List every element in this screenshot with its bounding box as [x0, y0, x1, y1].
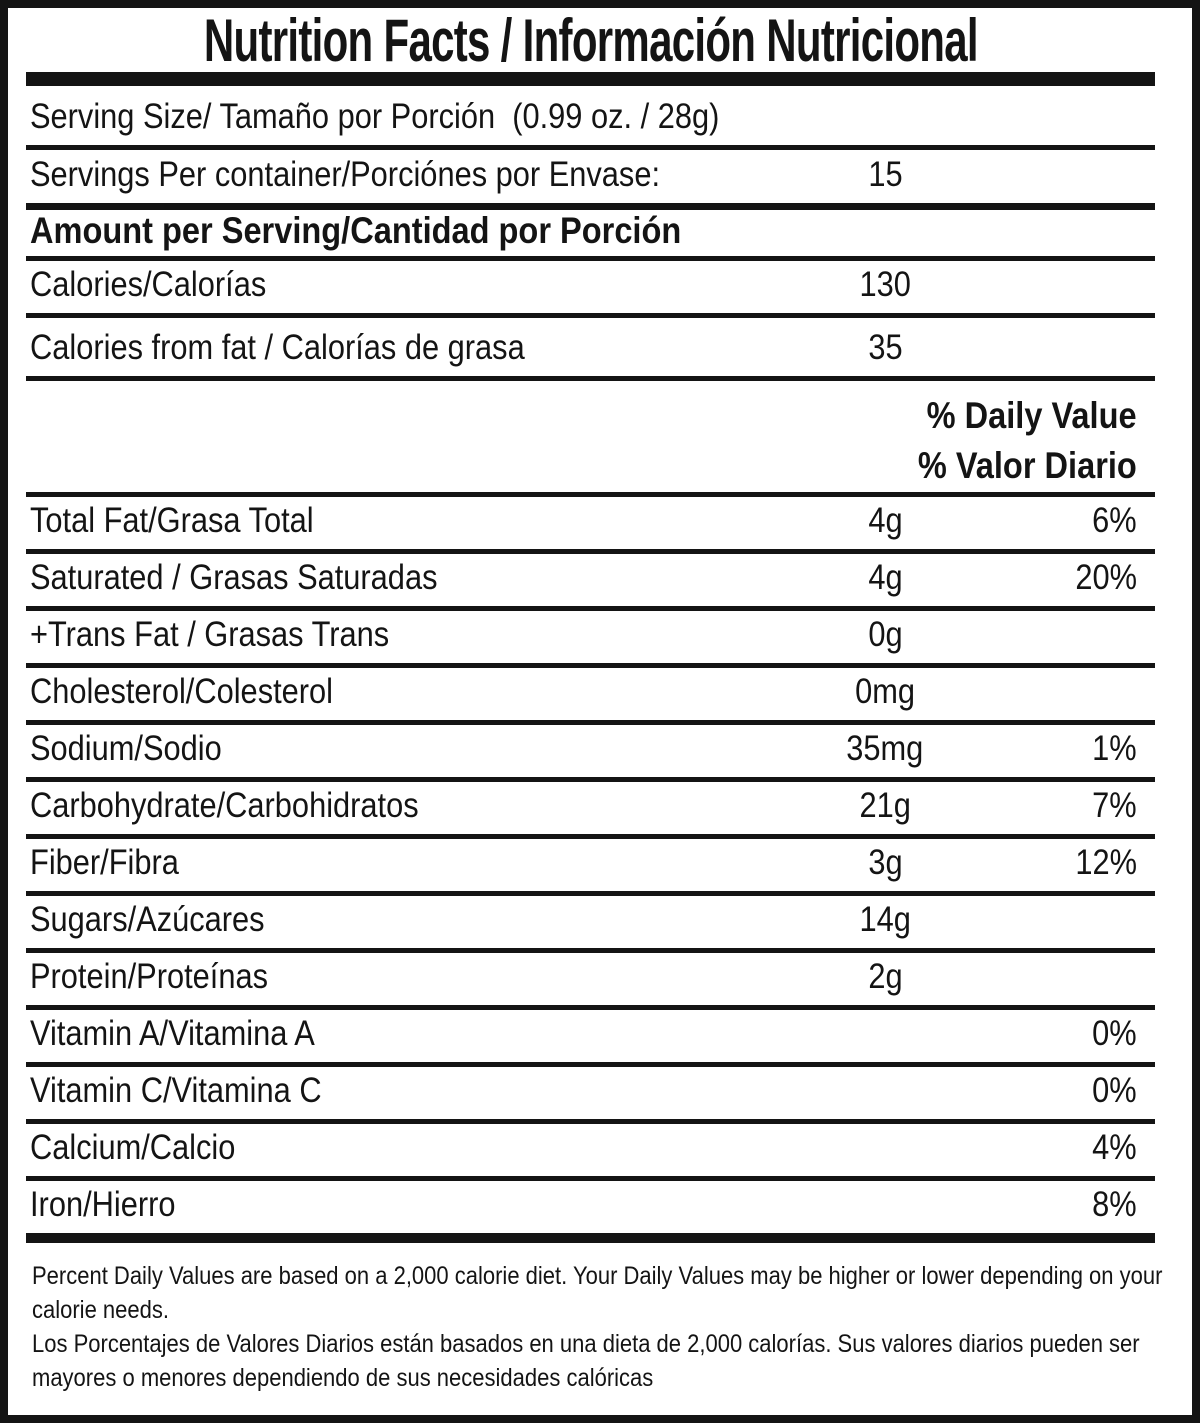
row-serving-size: Serving Size/ Tamaño por Porción (0.99 o…	[26, 86, 1155, 150]
row-total-fat: Total Fat/Grasa Total 4g 6%	[26, 497, 1155, 554]
nutrient-amount: 3g	[867, 843, 903, 882]
row-section-heading: Amount per Serving/Cantidad por Porción	[26, 210, 1155, 261]
row-trans-fat: +Trans Fat / Grasas Trans 0g	[26, 611, 1155, 668]
calories-amount: 130	[859, 265, 911, 304]
nutrient-percent: 1%	[1092, 729, 1137, 768]
row-carbohydrate: Carbohydrate/Carbohidratos 21g 7%	[26, 782, 1155, 839]
nutrient-amount: 4g	[867, 558, 903, 597]
row-fiber: Fiber/Fibra 3g 12%	[26, 839, 1155, 896]
nutrient-label: Vitamin C/Vitamina C	[30, 1071, 322, 1110]
nutrient-percent: 7%	[1092, 786, 1137, 825]
row-iron: Iron/Hierro 8%	[26, 1181, 1155, 1243]
nutrient-percent: 6%	[1092, 501, 1137, 540]
nutrient-percent: 12%	[1075, 843, 1137, 882]
nutrient-amount: 0g	[867, 615, 903, 654]
nutrient-label: Vitamin A/Vitamina A	[30, 1014, 315, 1053]
row-cholesterol: Cholesterol/Colesterol 0mg	[26, 668, 1155, 725]
nutrient-label: Cholesterol/Colesterol	[30, 672, 334, 711]
row-servings-per-container: Servings Per container/Porciónes por Env…	[26, 150, 1155, 210]
nutrient-percent: 4%	[1092, 1128, 1137, 1167]
title-row: Nutrition Facts / Información Nutriciona…	[26, 7, 1155, 74]
footnotes: Percent Daily Values are based on a 2,00…	[32, 1259, 1176, 1395]
calories-from-fat-label: Calories from fat / Calorías de grasa	[30, 328, 525, 367]
row-calories: Calories/Calorías 130	[26, 261, 1155, 318]
calories-label: Calories/Calorías	[30, 265, 267, 304]
servings-label: Servings Per container/Porciónes por Env…	[30, 155, 661, 194]
nutrient-label: +Trans Fat / Grasas Trans	[30, 615, 390, 654]
nutrient-percent: 20%	[1075, 558, 1137, 597]
nutrient-label: Iron/Hierro	[30, 1185, 176, 1224]
section-heading-label: Amount per Serving/Cantidad por Porción	[30, 210, 682, 251]
nutrient-label: Sodium/Sodio	[30, 729, 222, 768]
nutrient-label: Calcium/Calcio	[30, 1128, 236, 1167]
row-sodium: Sodium/Sodio 35mg 1%	[26, 725, 1155, 782]
nutrition-table: Nutrition Facts / Información Nutriciona…	[26, 8, 1155, 1243]
nutrient-amount: 2g	[867, 957, 903, 996]
nutrient-percent: 0%	[1092, 1071, 1137, 1110]
row-sugars: Sugars/Azúcares 14g	[26, 896, 1155, 953]
row-protein: Protein/Proteínas 2g	[26, 953, 1155, 1010]
nutrient-label: Carbohydrate/Carbohidratos	[30, 786, 419, 825]
serving-size-label: Serving Size/ Tamaño por Porción (0.99 o…	[30, 97, 720, 136]
nutrient-label: Saturated / Grasas Saturadas	[30, 558, 438, 597]
row-vitamin-a: Vitamin A/Vitamina A 0%	[26, 1010, 1155, 1067]
row-vitamin-c: Vitamin C/Vitamina C 0%	[26, 1067, 1155, 1124]
daily-value-header-es: % Valor Diario	[918, 445, 1137, 486]
title-separator-bar	[26, 72, 1155, 86]
nutrient-percent: 8%	[1092, 1185, 1137, 1224]
nutrient-amount: 21g	[859, 786, 911, 825]
nutrient-amount: 4g	[867, 501, 903, 540]
daily-value-header-en: % Daily Value	[927, 395, 1137, 436]
nutrient-percent: 0%	[1092, 1014, 1137, 1053]
calories-from-fat-amount: 35	[867, 328, 903, 367]
daily-value-header: % Daily Value % Valor Diario	[26, 381, 1155, 497]
nutrient-label: Protein/Proteínas	[30, 957, 268, 996]
nutrient-amount: 14g	[859, 900, 911, 939]
nutrient-amount: 0mg	[855, 672, 915, 711]
row-calories-from-fat: Calories from fat / Calorías de grasa 35	[26, 318, 1155, 381]
row-saturated-fat: Saturated / Grasas Saturadas 4g 20%	[26, 554, 1155, 611]
row-calcium: Calcium/Calcio 4%	[26, 1124, 1155, 1181]
servings-amount: 15	[867, 155, 903, 194]
nutrient-label: Sugars/Azúcares	[30, 900, 265, 939]
nutrient-amount: 35mg	[846, 729, 924, 768]
footnote-spanish: Los Porcentajes de Valores Diarios están…	[32, 1330, 1140, 1392]
page-title: Nutrition Facts / Información Nutriciona…	[203, 7, 978, 74]
nutrient-label: Fiber/Fibra	[30, 843, 179, 882]
nutrient-label: Total Fat/Grasa Total	[30, 501, 314, 540]
footnote-english: Percent Daily Values are based on a 2,00…	[32, 1262, 1163, 1324]
